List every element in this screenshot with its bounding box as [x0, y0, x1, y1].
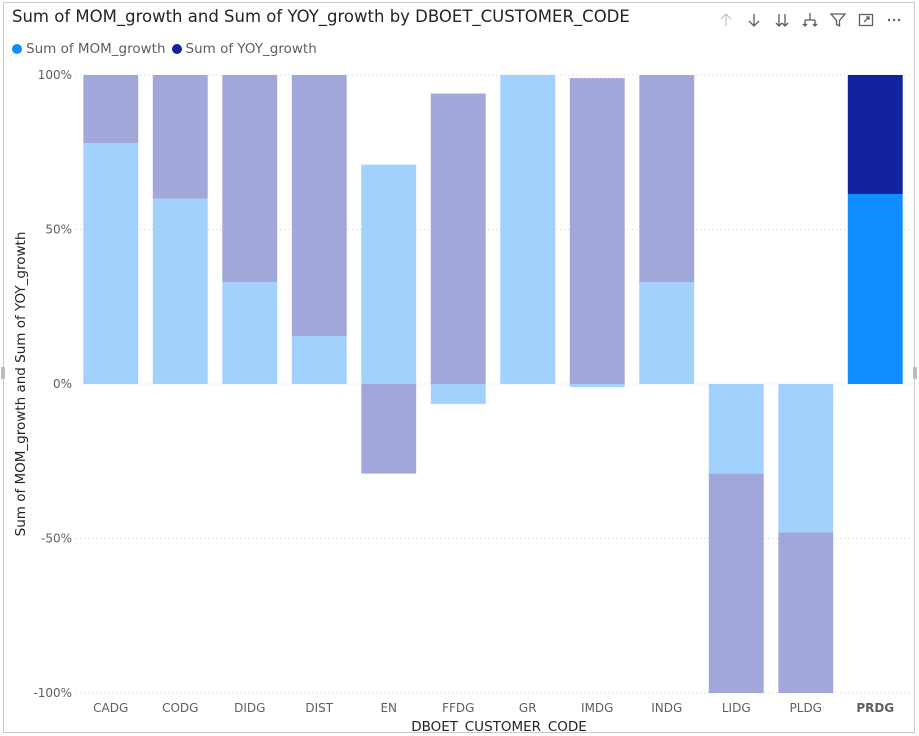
y-tick-label: 50%	[45, 223, 72, 237]
y-axis-title: Sum of MOM_growth and Sum of YOY_growth	[13, 232, 29, 537]
y-tick-label: -50%	[41, 532, 72, 546]
x-tick-label: DIDG	[234, 701, 265, 715]
legend-item-yoy[interactable]: Sum of YOY_growth	[171, 41, 317, 57]
bar-mom-indg[interactable]	[639, 282, 695, 384]
bar-yoy-cadg[interactable]	[83, 75, 139, 143]
x-tick-label: PRDG	[856, 701, 894, 715]
bar-mom-dist[interactable]	[291, 336, 347, 384]
bar-yoy-didg[interactable]	[222, 75, 278, 283]
bar-mom-en[interactable]	[361, 164, 417, 384]
x-tick-label: EN	[380, 701, 397, 715]
bar-yoy-lidg[interactable]	[708, 473, 764, 693]
x-tick-label: CODG	[162, 701, 198, 715]
bar-mom-lidg[interactable]	[708, 384, 764, 474]
bar-mom-didg[interactable]	[222, 282, 278, 384]
x-tick-label: CADG	[93, 701, 128, 715]
legend-dot-yoy	[171, 44, 182, 54]
visual-header-toolbar	[716, 10, 904, 30]
double-arrow-down-icon[interactable]	[772, 10, 792, 30]
x-tick-label: DIST	[305, 701, 333, 715]
chart-legend: Sum of MOM_growth Sum of YOY_growth	[12, 41, 323, 57]
legend-dot-mom	[12, 44, 22, 54]
y-tick-label: 0%	[53, 377, 72, 391]
bar-mom-pldg[interactable]	[778, 384, 834, 533]
grid-lines	[76, 74, 910, 694]
bar-yoy-indg[interactable]	[639, 75, 695, 283]
bar-yoy-ffdg[interactable]	[430, 93, 486, 384]
bar-mom-ffdg[interactable]	[430, 384, 486, 405]
x-tick-label: INDG	[651, 701, 682, 715]
bar-chart-svg: 100% 50% 0% -50% -100% CADG CODG DIDG DIST EN FFD…	[13, 68, 910, 732]
bar-yoy-en[interactable]	[361, 384, 417, 474]
x-axis-ticks: CADG CODG DIDG DIST EN FFDG GR IMDG INDG LIDG PLDG…	[93, 701, 894, 715]
more-options-icon[interactable]	[884, 10, 904, 30]
y-tick-label: -100%	[33, 686, 72, 700]
bar-yoy-dist[interactable]	[291, 75, 347, 337]
bar-mom-prdg[interactable]	[847, 193, 903, 384]
filter-icon[interactable]	[828, 10, 848, 30]
x-tick-label: GR	[519, 701, 537, 715]
bar-yoy-codg[interactable]	[152, 75, 208, 199]
bar-yoy-imdg[interactable]	[569, 78, 625, 384]
bar-mom-cadg[interactable]	[83, 142, 139, 384]
y-axis-ticks: 100% 50% 0% -50% -100%	[33, 68, 72, 700]
chart-title: Sum of MOM_growth and Sum of YOY_growth …	[12, 7, 630, 26]
x-axis-title: DBOET_CUSTOMER_CODE	[411, 719, 587, 732]
y-tick-label: 100%	[38, 68, 72, 82]
bars	[83, 75, 903, 693]
bar-mom-codg[interactable]	[152, 198, 208, 384]
x-tick-label: PLDG	[790, 701, 822, 715]
resize-handle-left[interactable]	[1, 367, 5, 379]
focus-mode-icon[interactable]	[856, 10, 876, 30]
resize-handle-right[interactable]	[913, 367, 917, 379]
x-tick-label: LIDG	[722, 701, 751, 715]
arrow-down-icon[interactable]	[744, 10, 764, 30]
legend-label-yoy: Sum of YOY_growth	[185, 41, 317, 57]
bar-mom-imdg[interactable]	[569, 384, 625, 388]
x-tick-label: IMDG	[581, 701, 613, 715]
expand-hierarchy-icon[interactable]	[800, 10, 820, 30]
bar-yoy-prdg[interactable]	[847, 75, 903, 194]
arrow-up-icon[interactable]	[716, 10, 736, 30]
bar-mom-gr[interactable]	[500, 75, 556, 384]
legend-label-mom: Sum of MOM_growth	[26, 41, 166, 57]
bar-yoy-pldg[interactable]	[778, 532, 834, 693]
x-tick-label: FFDG	[442, 701, 474, 715]
legend-item-mom[interactable]: Sum of MOM_growth	[12, 41, 166, 57]
